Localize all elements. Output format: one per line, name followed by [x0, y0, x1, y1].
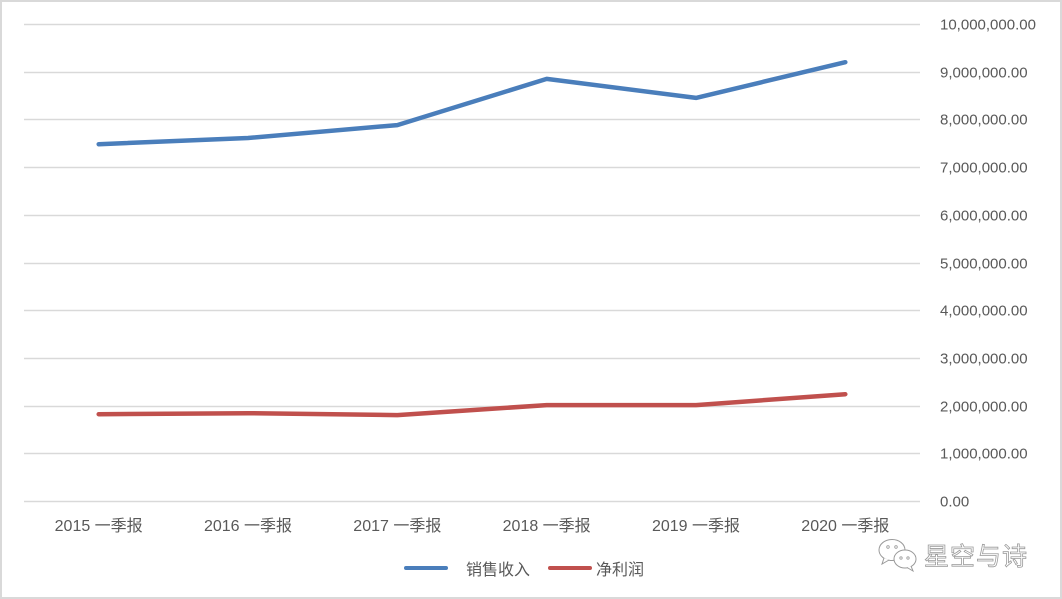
legend-label-revenue: 销售收入 — [466, 560, 531, 579]
x-axis-labels: 2015 一季报 2016 一季报 2017 一季报 2018 一季报 2019 一季报… — [55, 517, 890, 535]
legend: 销售收入 净利润 — [404, 556, 662, 580]
series-line-revenue[interactable] — [96, 59, 848, 147]
y-tick-label: 0.00 — [940, 494, 969, 511]
x-category-label: 2015 一季报 — [55, 517, 143, 535]
y-tick-label: 2,000,000.00 — [940, 399, 1028, 416]
series-line-net-profit[interactable] — [96, 391, 848, 418]
gridlines — [24, 23, 920, 503]
x-category-label: 2017 一季报 — [353, 517, 441, 535]
y-tick-label: 4,000,000.00 — [940, 303, 1028, 320]
x-category-label: 2016 一季报 — [204, 517, 292, 535]
series-lines — [96, 59, 848, 418]
legend-label-net-profit: 净利润 — [596, 560, 645, 579]
y-tick-label: 6,000,000.00 — [940, 208, 1028, 225]
x-category-label: 2019 一季报 — [652, 517, 740, 535]
legend-item-net-profit[interactable]: 净利润 — [548, 556, 662, 580]
watermark-text: 星空与诗 — [924, 542, 1029, 572]
y-tick-label: 9,000,000.00 — [940, 65, 1028, 82]
legend-item-revenue[interactable]: 销售收入 — [404, 556, 548, 580]
y-tick-label: 10,000,000.00 — [940, 17, 1036, 34]
watermark: 星空与诗 — [876, 537, 1028, 573]
y-axis-labels: 0.00 1,000,000.00 2,000,000.00 3,000,000.00… — [940, 17, 1036, 511]
x-category-label: 2020 一季报 — [801, 517, 889, 535]
y-tick-label: 8,000,000.00 — [940, 112, 1028, 129]
wechat-icon — [878, 539, 917, 573]
y-tick-label: 1,000,000.00 — [940, 446, 1028, 463]
y-tick-label: 5,000,000.00 — [940, 256, 1028, 273]
legend-swatch-revenue — [404, 566, 448, 570]
legend-swatch-net-profit — [548, 566, 593, 570]
y-tick-label: 3,000,000.00 — [940, 351, 1028, 368]
x-category-label: 2018 一季报 — [503, 517, 591, 535]
y-tick-label: 7,000,000.00 — [940, 160, 1028, 177]
